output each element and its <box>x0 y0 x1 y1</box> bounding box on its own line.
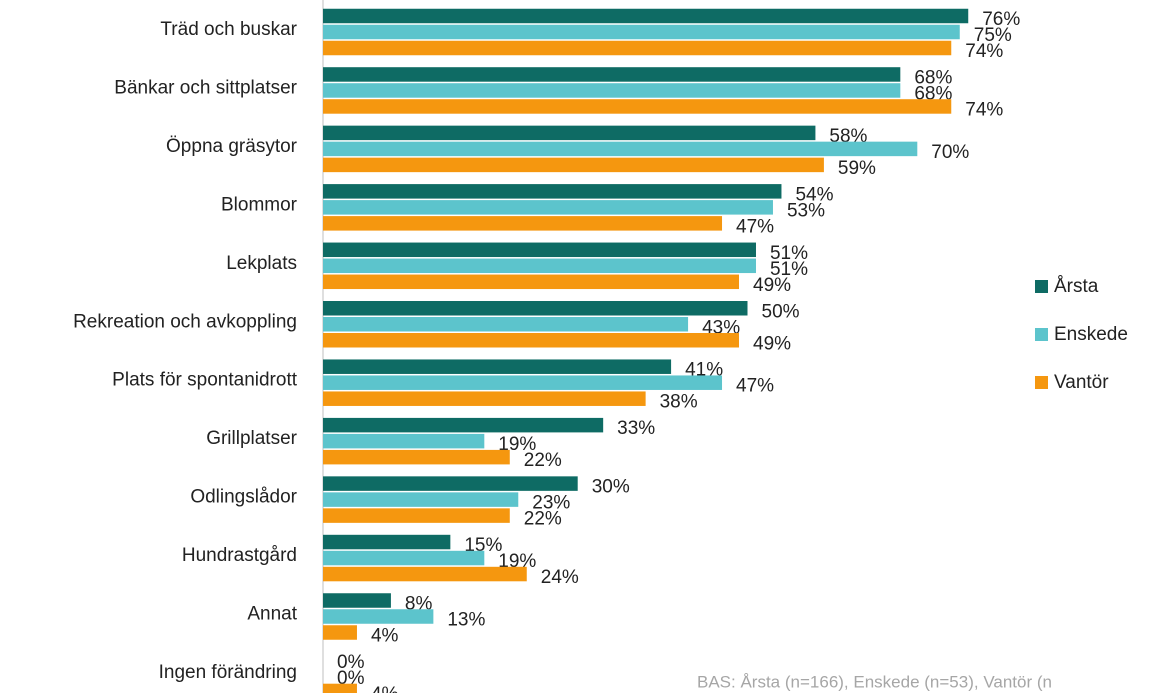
legend-swatch <box>1035 328 1048 341</box>
bar <box>323 99 952 114</box>
category-label: Träd och buskar <box>160 19 297 40</box>
bar <box>323 83 901 98</box>
bar <box>323 492 519 507</box>
bar <box>323 317 689 332</box>
value-label: 68% <box>914 67 952 88</box>
value-label: 0% <box>337 652 365 673</box>
value-label: 23% <box>532 493 570 514</box>
value-label: 75% <box>974 25 1012 46</box>
bar <box>323 216 723 231</box>
value-label: 30% <box>592 477 630 498</box>
bar <box>323 433 485 449</box>
value-label: 53% <box>787 200 825 221</box>
bar <box>323 609 434 624</box>
bar <box>323 593 391 608</box>
category-label: Plats för spontanidrott <box>112 370 298 391</box>
value-label: 47% <box>736 376 774 397</box>
bar <box>323 24 960 40</box>
legend-label: Enskede <box>1054 324 1128 345</box>
bar <box>323 508 510 523</box>
bar <box>323 258 756 274</box>
category-label: Rekreation och avkoppling <box>73 311 297 332</box>
legend-swatch <box>1035 280 1048 293</box>
category-label: Blommor <box>221 194 298 215</box>
value-label: 22% <box>524 450 562 471</box>
bar <box>323 683 357 693</box>
category-label: Ingen förändring <box>159 662 297 683</box>
bar <box>323 417 604 433</box>
bar <box>323 67 901 82</box>
bar <box>323 141 918 157</box>
bar <box>323 534 451 550</box>
category-label: Odlingslådor <box>190 487 297 508</box>
bar <box>323 566 527 582</box>
bar <box>323 40 952 56</box>
category-label: Bänkar och sittplatser <box>114 77 297 98</box>
category-label: Annat <box>247 604 297 625</box>
bar <box>323 200 773 215</box>
value-label: 54% <box>795 184 833 205</box>
legend-swatch <box>1035 376 1048 389</box>
category-label: Öppna gräsytor <box>166 136 298 157</box>
bar <box>323 375 723 390</box>
value-label: 70% <box>931 142 969 163</box>
value-label: 33% <box>617 418 655 439</box>
value-label: 47% <box>736 216 774 237</box>
value-label: 4% <box>371 684 399 693</box>
bar <box>323 274 740 290</box>
value-label: 51% <box>770 243 808 264</box>
bar <box>323 8 969 24</box>
value-label: 4% <box>371 626 399 647</box>
value-label: 51% <box>770 259 808 280</box>
bar <box>323 476 578 491</box>
legend-label: Vantör <box>1054 372 1109 393</box>
category-label: Hundrastgård <box>182 545 297 566</box>
value-label: 38% <box>660 392 698 413</box>
bar <box>323 184 782 199</box>
bar <box>323 550 485 566</box>
value-label: 74% <box>965 99 1003 120</box>
bar <box>323 449 510 465</box>
value-label: 59% <box>838 158 876 179</box>
value-label: 50% <box>762 301 800 322</box>
legend-label: Årsta <box>1054 276 1099 297</box>
bar <box>323 125 816 141</box>
value-label: 74% <box>965 41 1003 62</box>
bar <box>323 157 824 173</box>
bar <box>323 391 646 406</box>
bar <box>323 359 672 374</box>
bar <box>323 625 357 640</box>
value-label: 13% <box>447 610 485 631</box>
category-label: Grillplatser <box>206 428 297 449</box>
value-label: 22% <box>524 509 562 530</box>
bar <box>323 333 740 348</box>
value-label: 49% <box>753 333 791 354</box>
footnote: BAS: Årsta (n=166), Enskede (n=53), Vant… <box>697 672 1052 691</box>
value-label: 76% <box>982 9 1020 30</box>
bar <box>323 242 756 258</box>
category-label: Lekplats <box>226 253 297 274</box>
value-label: 49% <box>753 275 791 296</box>
value-label: 24% <box>541 567 579 588</box>
bar <box>323 301 748 316</box>
